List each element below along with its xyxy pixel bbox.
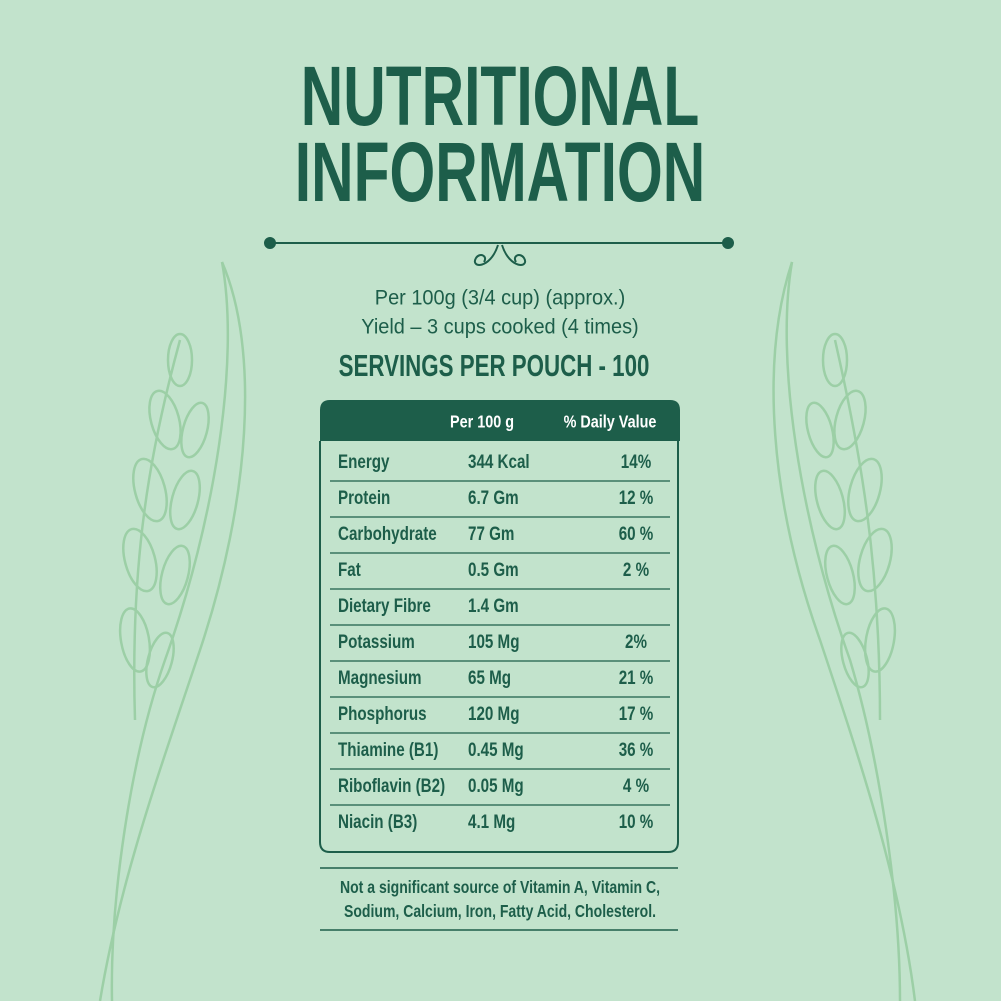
table-cell: 77 Gm	[468, 522, 514, 544]
table-cell: Riboflavin (B2)	[338, 774, 445, 796]
wheat-right	[772, 261, 917, 1001]
table-cell: 65 Mg	[468, 666, 511, 688]
table-cell: Thiamine (B1)	[338, 738, 438, 760]
table-cell: 120 Mg	[468, 702, 519, 724]
footnote: Sodium, Calcium, Iron, Fatty Acid, Chole…	[344, 901, 656, 921]
table-cell: 0.45 Mg	[468, 738, 524, 760]
title: INFORMATION	[295, 126, 705, 220]
header-cell: Per 100 g	[450, 412, 514, 432]
table-cell: 4 %	[623, 774, 649, 796]
title: NUTRITIONAL	[301, 50, 699, 144]
table-cell: 2 %	[623, 558, 649, 580]
divider	[264, 237, 734, 266]
yield: Yield – 3 cups cooked (4 times)	[361, 315, 638, 339]
table-cell: Carbohydrate	[338, 522, 437, 544]
header-cell: % Daily Value	[564, 412, 657, 432]
table-cell: Phosphorus	[338, 702, 427, 724]
table-cell: 1.4 Gm	[468, 594, 519, 616]
table-cell: 0.05 Mg	[468, 774, 524, 796]
table-cell: 17 %	[619, 702, 654, 724]
table-cell: 60 %	[619, 522, 654, 544]
serving-size: Per 100g (3/4 cup) (approx.)	[375, 286, 625, 310]
table-cell: 6.7 Gm	[468, 486, 519, 508]
table-cell: Dietary Fibre	[338, 594, 431, 616]
servings: SERVINGS PER POUCH - 100	[339, 349, 650, 383]
table-cell: Protein	[338, 486, 390, 508]
footnote: Not a significant source of Vitamin A, V…	[340, 877, 660, 897]
table-cell: 344 Kcal	[468, 450, 530, 472]
table-cell: 36 %	[619, 738, 654, 760]
wheat-left	[98, 261, 247, 1001]
table-cell: 14%	[621, 450, 651, 472]
table-cell: 105 Mg	[468, 630, 519, 652]
table-cell: Fat	[338, 558, 361, 580]
table-cell: 0.5 Gm	[468, 558, 519, 580]
table-frame	[319, 400, 680, 931]
table-cell: Energy	[338, 450, 390, 472]
table-cell: 2%	[625, 630, 647, 652]
table-cell: 4.1 Mg	[468, 810, 515, 832]
table-cell: Potassium	[338, 630, 415, 652]
table-cell: 10 %	[619, 810, 654, 832]
table-cell: 12 %	[619, 486, 654, 508]
table-cell: 21 %	[619, 666, 654, 688]
table-cell: Niacin (B3)	[338, 810, 417, 832]
table-cell: Magnesium	[338, 666, 422, 688]
